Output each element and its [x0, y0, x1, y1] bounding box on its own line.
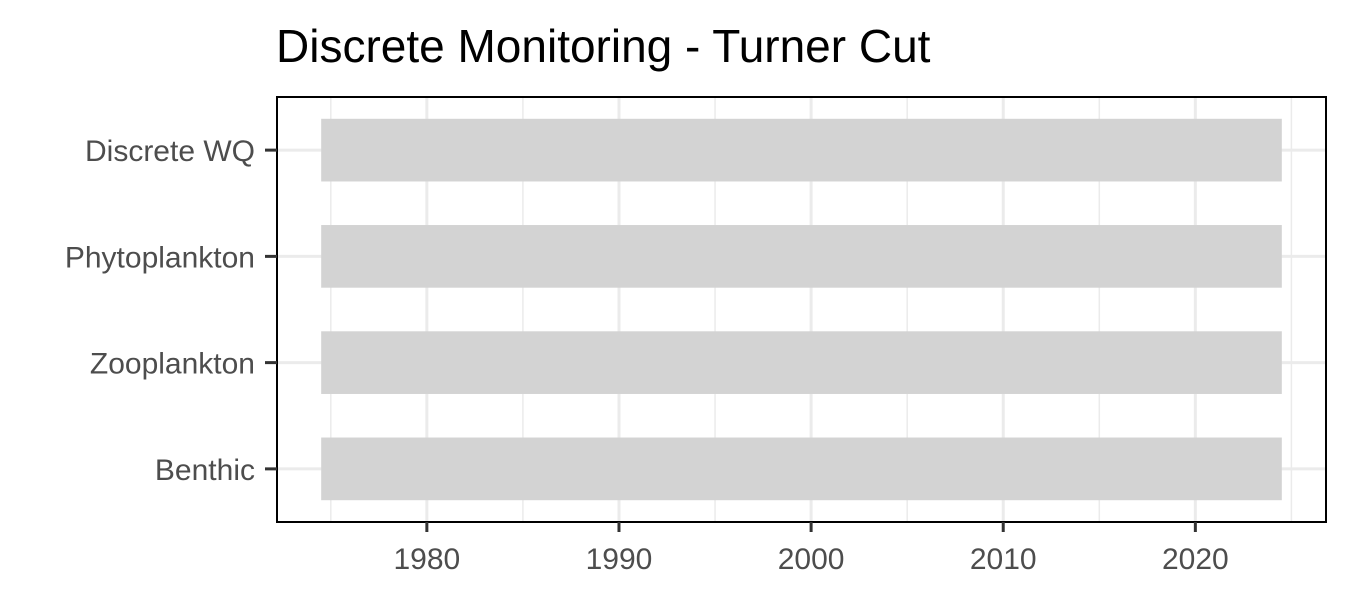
- x-axis: 1980 1990 2000 2010 2020: [393, 522, 1229, 576]
- x-tick-label: 2020: [1162, 543, 1229, 576]
- bar: [321, 118, 1282, 182]
- bar: [321, 331, 1282, 394]
- bar: [321, 225, 1282, 288]
- x-tick-label: 1990: [586, 543, 653, 576]
- y-tick-label: Discrete WQ: [85, 135, 255, 168]
- y-tick-label: Benthic: [155, 454, 255, 487]
- chart-title: Discrete Monitoring - Turner Cut: [276, 20, 931, 72]
- y-tick-label: Zooplankton: [90, 348, 255, 381]
- y-axis: Discrete WQ Phytoplankton Zooplankton Benth…: [65, 135, 277, 487]
- panel-border: [276, 96, 1327, 523]
- x-tick-label: 2000: [778, 543, 845, 576]
- bar: [321, 437, 1282, 501]
- bars: [321, 118, 1282, 501]
- x-tick-label: 1980: [393, 543, 460, 576]
- x-tick-label: 2010: [970, 543, 1037, 576]
- y-tick-label: Phytoplankton: [65, 241, 255, 274]
